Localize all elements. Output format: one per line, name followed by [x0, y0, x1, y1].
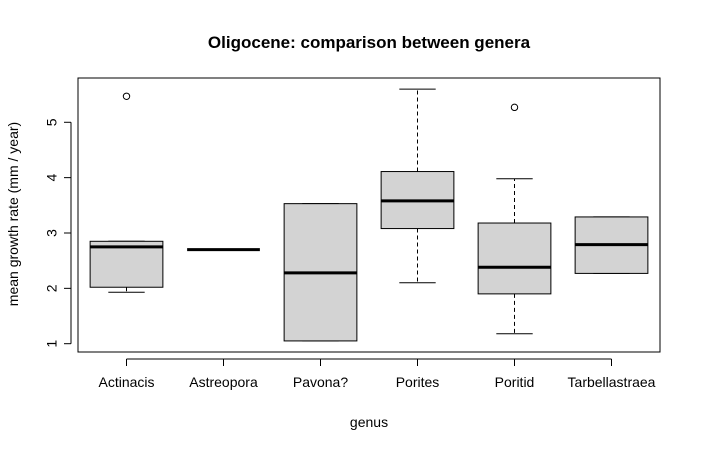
box-0 [89, 240, 164, 288]
x-tick-label: Astreopora [189, 374, 258, 390]
y-tick-label: 2 [44, 284, 60, 292]
x-tick-label: Actinacis [98, 374, 154, 390]
y-tick-label: 4 [44, 174, 60, 182]
outlier-point [510, 103, 519, 112]
chart-title: Oligocene: comparison between genera [208, 33, 531, 52]
x-tick-label: Pavona? [293, 374, 348, 390]
y-tick-label: 5 [44, 118, 60, 126]
y-tick-label: 1 [44, 340, 60, 348]
box-4 [477, 222, 552, 295]
x-tick-label: Tarbellastraea [568, 374, 656, 390]
x-tick-label: Porites [396, 374, 440, 390]
x-axis-label: genus [350, 414, 388, 430]
y-tick-label: 3 [44, 229, 60, 237]
chart-marks: 1 2 3 4 5 Actinacis Astreopora Pavona? Porites Po… [44, 88, 656, 390]
y-axis-label: mean growth rate (mm / year) [5, 122, 21, 306]
x-tick-label: Poritid [495, 374, 535, 390]
outlier-point [122, 92, 131, 100]
plot-frame [77, 77, 661, 353]
